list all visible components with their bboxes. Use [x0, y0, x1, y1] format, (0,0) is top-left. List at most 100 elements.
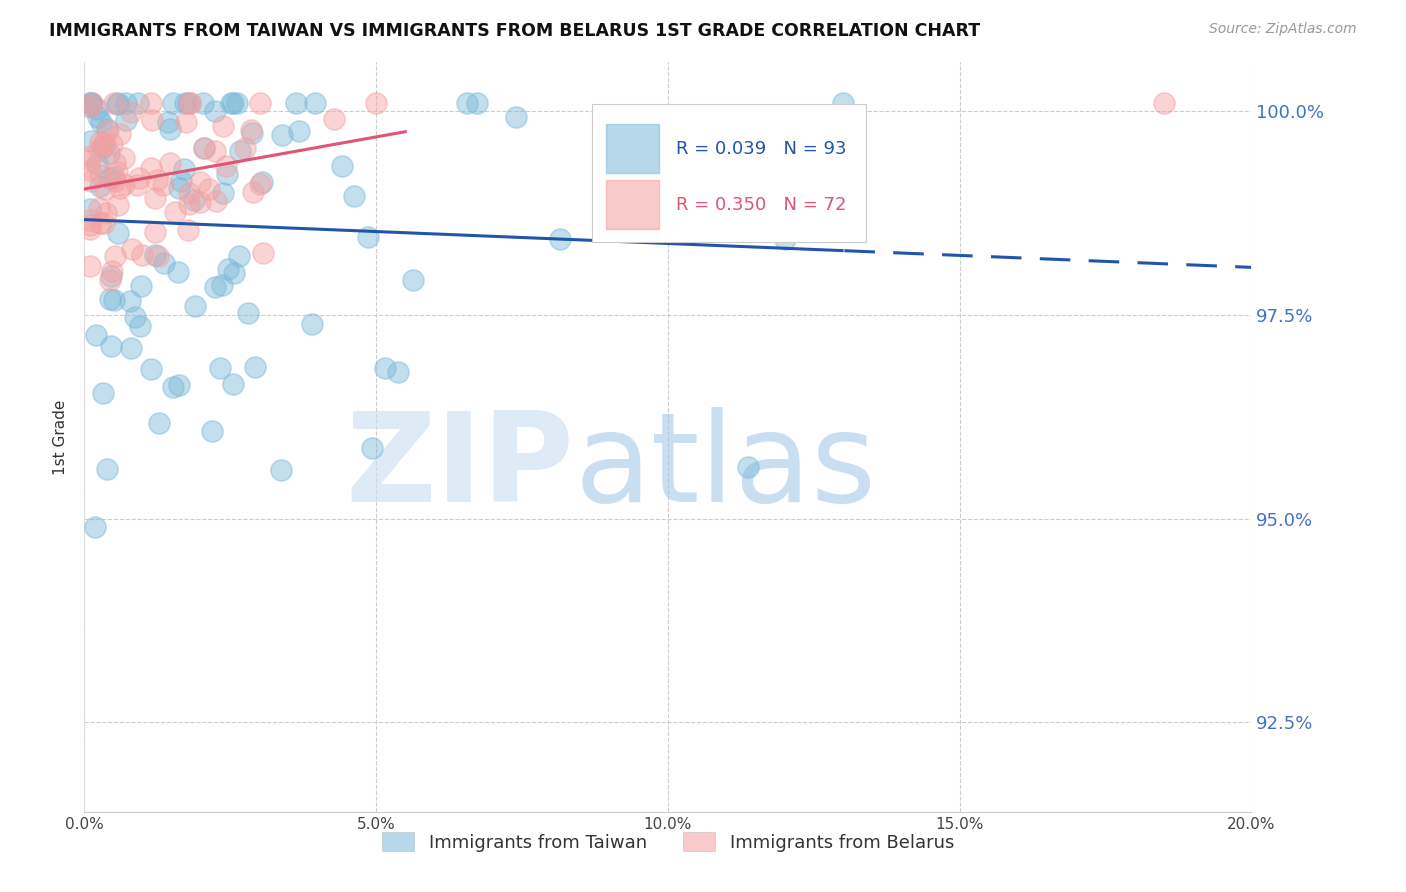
Point — [301, 317, 323, 331]
Point — [208, 361, 231, 376]
Point — [100, 264, 122, 278]
Point — [357, 229, 380, 244]
Point — [80, 96, 103, 111]
Point — [201, 425, 224, 439]
Point — [128, 170, 150, 185]
Point — [79, 100, 101, 114]
Point — [79, 96, 101, 111]
Text: ZIP: ZIP — [346, 407, 575, 527]
Point — [79, 218, 101, 232]
Point — [80, 96, 103, 111]
FancyBboxPatch shape — [606, 180, 658, 229]
Point — [96, 462, 118, 476]
Point — [243, 359, 266, 374]
Point — [82, 96, 104, 111]
Point — [89, 178, 111, 193]
Point — [271, 128, 294, 142]
Point — [97, 145, 120, 160]
Point — [548, 232, 571, 246]
Point — [159, 122, 181, 136]
Point — [165, 204, 187, 219]
Point — [240, 126, 263, 140]
Point — [152, 256, 174, 270]
Point — [100, 339, 122, 353]
Point — [361, 441, 384, 455]
Point — [162, 380, 184, 394]
Point — [177, 96, 200, 111]
Point — [176, 223, 198, 237]
Point — [79, 202, 101, 217]
Point — [170, 174, 193, 188]
Point — [152, 178, 174, 192]
Point — [179, 96, 201, 111]
Point — [98, 171, 121, 186]
Point — [93, 386, 115, 401]
Point — [98, 292, 121, 306]
Text: Source: ZipAtlas.com: Source: ZipAtlas.com — [1209, 22, 1357, 37]
Point — [97, 122, 120, 136]
Point — [173, 96, 195, 111]
Point — [129, 319, 152, 334]
Point — [107, 96, 129, 111]
Point — [456, 96, 478, 111]
Point — [211, 278, 233, 293]
Point — [188, 195, 211, 210]
Point — [188, 175, 211, 189]
Point — [115, 112, 138, 127]
Point — [204, 280, 226, 294]
Point — [110, 181, 132, 195]
Point — [184, 299, 207, 313]
Point — [104, 156, 127, 170]
Point — [401, 273, 423, 287]
Point — [96, 122, 118, 136]
Point — [79, 213, 101, 227]
Point — [124, 310, 146, 324]
Point — [330, 160, 353, 174]
Point — [1153, 96, 1175, 111]
Point — [79, 221, 101, 235]
Point — [322, 112, 344, 127]
Point — [148, 416, 170, 430]
Point — [94, 206, 117, 220]
Point — [100, 137, 122, 152]
Point — [343, 188, 366, 202]
Point — [465, 96, 488, 111]
Legend: Immigrants from Taiwan, Immigrants from Belarus: Immigrants from Taiwan, Immigrants from … — [374, 825, 962, 859]
Point — [374, 361, 396, 376]
Point — [90, 115, 112, 129]
Text: R = 0.350   N = 72: R = 0.350 N = 72 — [676, 196, 846, 214]
Text: R = 0.039   N = 93: R = 0.039 N = 93 — [676, 140, 846, 158]
Point — [89, 216, 111, 230]
Point — [204, 103, 226, 118]
Point — [219, 96, 242, 111]
Point — [146, 249, 169, 263]
Point — [505, 110, 527, 124]
Point — [143, 225, 166, 239]
Point — [93, 216, 115, 230]
Point — [198, 182, 221, 196]
Point — [84, 327, 107, 342]
Point — [79, 163, 101, 178]
Point — [225, 96, 247, 111]
Point — [84, 520, 107, 534]
Point — [211, 186, 233, 200]
Point — [222, 266, 245, 280]
Text: IMMIGRANTS FROM TAIWAN VS IMMIGRANTS FROM BELARUS 1ST GRADE CORRELATION CHART: IMMIGRANTS FROM TAIWAN VS IMMIGRANTS FRO… — [49, 22, 980, 40]
Point — [249, 96, 271, 111]
Point — [80, 174, 103, 188]
Point — [141, 161, 163, 176]
Point — [94, 136, 117, 151]
Point — [176, 115, 198, 129]
Point — [167, 265, 190, 279]
Y-axis label: 1st Grade: 1st Grade — [53, 400, 69, 475]
Point — [145, 173, 167, 187]
Point — [233, 141, 256, 155]
FancyBboxPatch shape — [606, 124, 658, 173]
Point — [183, 194, 205, 208]
Point — [143, 191, 166, 205]
Point — [250, 175, 273, 189]
Point — [167, 378, 190, 392]
Point — [93, 136, 115, 150]
Point — [240, 123, 263, 137]
Point — [118, 293, 141, 308]
